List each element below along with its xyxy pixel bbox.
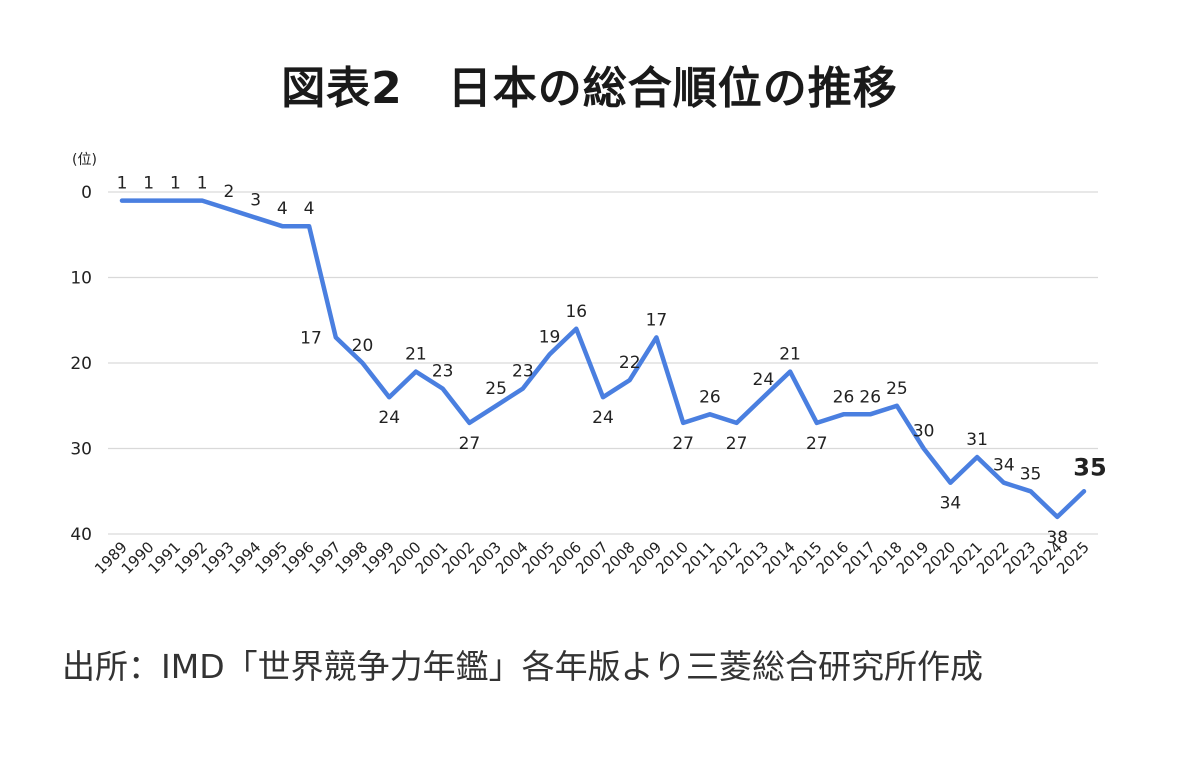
data-label: 27 bbox=[459, 434, 481, 454]
data-label: 26 bbox=[699, 387, 721, 407]
data-label: 27 bbox=[806, 434, 828, 454]
data-label: 23 bbox=[432, 362, 454, 382]
series-line bbox=[119, 198, 1087, 520]
data-label: 25 bbox=[886, 379, 908, 399]
data-label: 19 bbox=[539, 327, 561, 347]
series-polyline bbox=[119, 198, 1087, 520]
y-axis-label: (位) bbox=[72, 152, 97, 168]
data-label: 34 bbox=[993, 456, 1015, 476]
data-label: 16 bbox=[565, 302, 587, 322]
data-label: 24 bbox=[592, 408, 614, 428]
data-label: 31 bbox=[966, 430, 988, 450]
chart-title: 図表2 日本の総合順位の推移 bbox=[281, 63, 898, 114]
data-label: 1 bbox=[117, 174, 128, 194]
y-axis: 0 10 20 30 40 (位) bbox=[70, 152, 97, 545]
data-label: 35 bbox=[1073, 453, 1106, 481]
y-tick-label: 0 bbox=[81, 183, 92, 203]
line-chart: 0 10 20 30 40 (位) 198919901991199219931994199… bbox=[70, 152, 1107, 578]
y-tick-label: 20 bbox=[70, 354, 92, 374]
data-label: 34 bbox=[940, 494, 962, 514]
data-label: 4 bbox=[304, 199, 315, 219]
y-tick-label: 40 bbox=[70, 525, 92, 545]
data-label: 26 bbox=[859, 387, 881, 407]
data-label: 17 bbox=[646, 310, 668, 330]
data-label: 2 bbox=[223, 182, 234, 202]
data-label: 24 bbox=[753, 370, 775, 390]
data-label: 21 bbox=[779, 345, 801, 365]
data-label: 1 bbox=[197, 174, 208, 194]
data-label: 3 bbox=[250, 191, 261, 211]
data-label: 21 bbox=[405, 345, 427, 365]
x-axis: 1989199019911992199319941995199619971998… bbox=[91, 538, 1093, 578]
y-tick-label: 30 bbox=[70, 440, 92, 460]
data-label: 1 bbox=[143, 174, 154, 194]
data-labels: 1 1 1 1 2 3 4 417 202421232725231916242217272627… bbox=[117, 174, 1107, 548]
grid-lines bbox=[108, 191, 1098, 535]
data-label: 26 bbox=[833, 387, 855, 407]
data-label: 27 bbox=[672, 434, 694, 454]
y-tick-label: 10 bbox=[70, 269, 92, 289]
data-label: 25 bbox=[485, 379, 507, 399]
data-label: 35 bbox=[1020, 464, 1042, 484]
data-label: 22 bbox=[619, 353, 641, 373]
data-label: 17 bbox=[300, 328, 322, 348]
data-label: 23 bbox=[512, 362, 534, 382]
source-note: 出所：IMD「世界競争力年鑑」各年版より三菱総合研究所作成 bbox=[62, 647, 983, 686]
data-label: 20 bbox=[352, 336, 374, 356]
data-label: 4 bbox=[277, 199, 288, 219]
data-label: 27 bbox=[726, 434, 748, 454]
data-label: 24 bbox=[378, 408, 400, 428]
data-label: 30 bbox=[913, 422, 935, 442]
data-label: 38 bbox=[1046, 528, 1068, 548]
data-label: 1 bbox=[170, 174, 181, 194]
